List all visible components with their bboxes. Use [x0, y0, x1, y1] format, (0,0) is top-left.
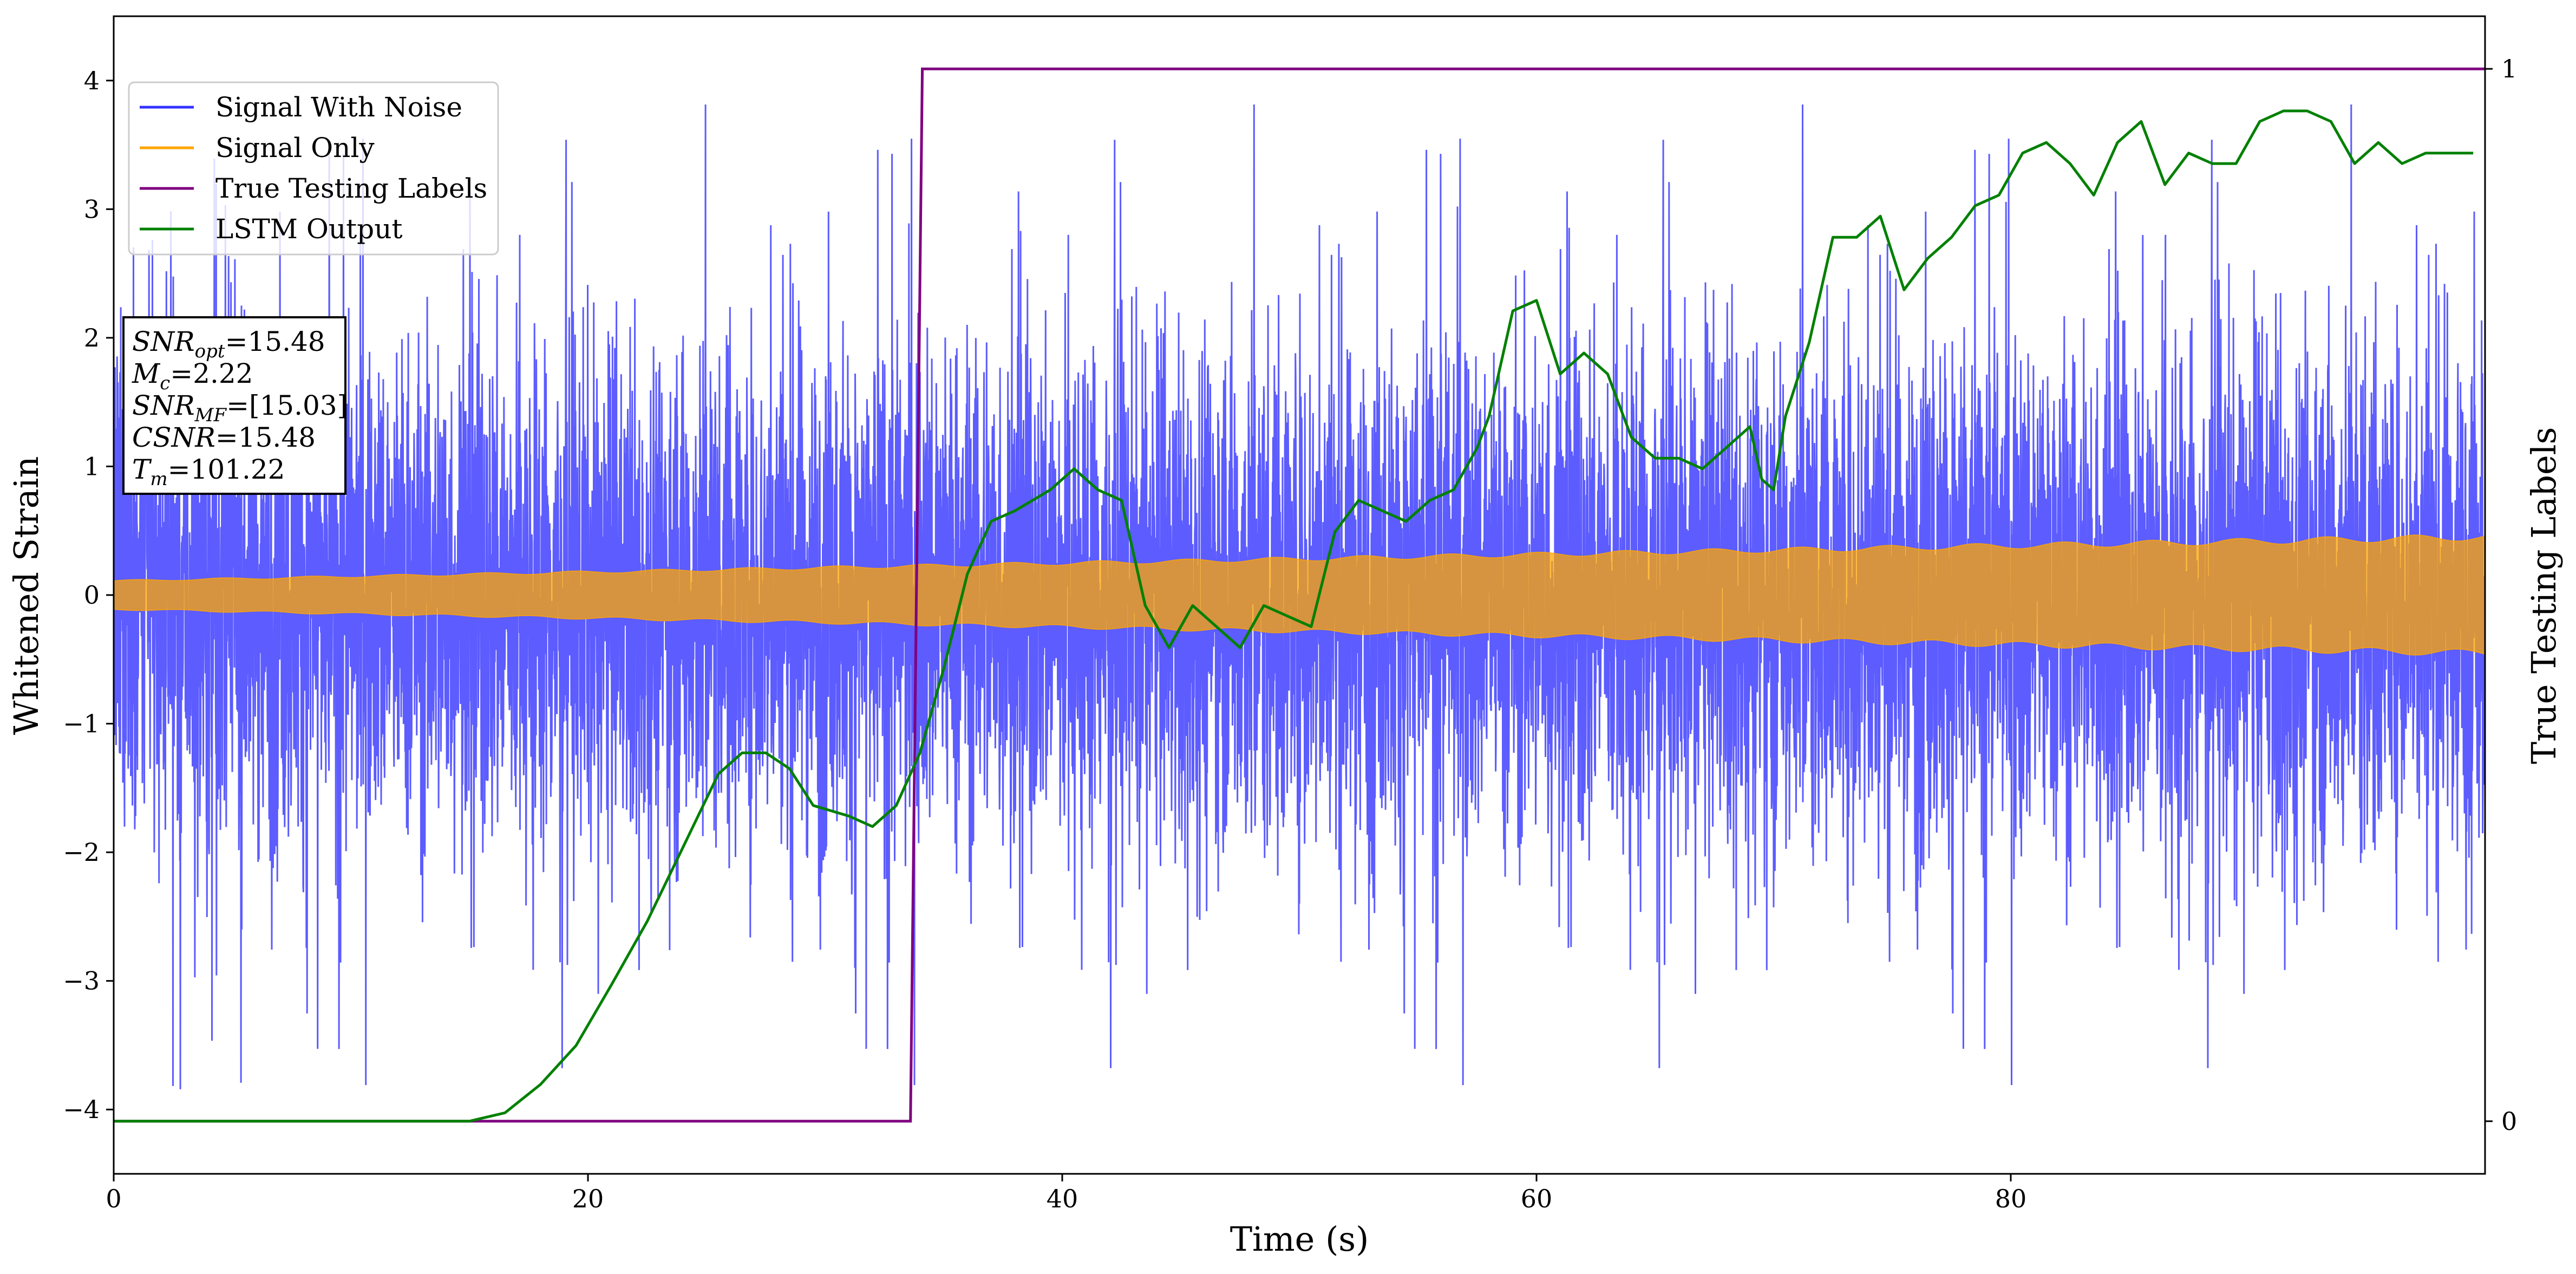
y2-tick-label: 0: [2501, 1107, 2517, 1136]
legend-box: [128, 81, 499, 256]
y-tick-label: 2: [84, 323, 100, 352]
legend-label-signal-noise: Signal With Noise: [215, 92, 462, 123]
info-line: SNRopt=15.48: [132, 326, 325, 362]
info-box-frame: [122, 316, 346, 495]
x-tick-label: 80: [1995, 1184, 2027, 1213]
y-tick-label: −1: [63, 709, 100, 739]
y-axis-title: Whitened Strain: [6, 456, 46, 735]
y-tick-label: −4: [63, 1095, 100, 1124]
x-tick-label: 20: [572, 1184, 604, 1213]
x-tick-label: 60: [1521, 1184, 1553, 1213]
info-line: Mc=2.22: [132, 358, 253, 394]
plot-area: [114, 67, 2485, 1123]
legend-label-signal-only: Signal Only: [215, 132, 375, 164]
y-tick-label: 4: [84, 66, 100, 95]
y2-tick-label: 1: [2501, 54, 2517, 83]
info-line: SNRMF=[15.03]: [132, 390, 348, 426]
legend-label-true-labels: True Testing Labels: [215, 173, 487, 204]
y-tick-label: −2: [63, 838, 100, 867]
series-true-testing-labels: [114, 67, 2485, 1123]
legend-label-lstm: LSTM Output: [215, 213, 402, 245]
y-tick-label: 3: [84, 194, 100, 224]
y-tick-label: 0: [84, 580, 100, 610]
x-tick-label: 0: [106, 1184, 121, 1213]
series-signal-only: [114, 534, 2485, 656]
y-tick-label: −3: [63, 966, 100, 996]
x-axis-title: Time (s): [1230, 1219, 1369, 1259]
x-tick-label: 40: [1047, 1184, 1078, 1213]
legend: Signal With Noise Signal Only True Testi…: [128, 81, 499, 256]
info-line: Tm=101.22: [132, 454, 285, 490]
series-lstm-output: [114, 109, 2474, 1123]
y2-axis-title: True Testing Labels: [2524, 427, 2564, 765]
info-box: SNRopt=15.48Mc=2.22SNRMF=[15.03]CSNR=15.…: [122, 316, 348, 495]
info-line: CSNR=15.48: [132, 422, 316, 453]
y-tick-label: 1: [84, 452, 100, 481]
